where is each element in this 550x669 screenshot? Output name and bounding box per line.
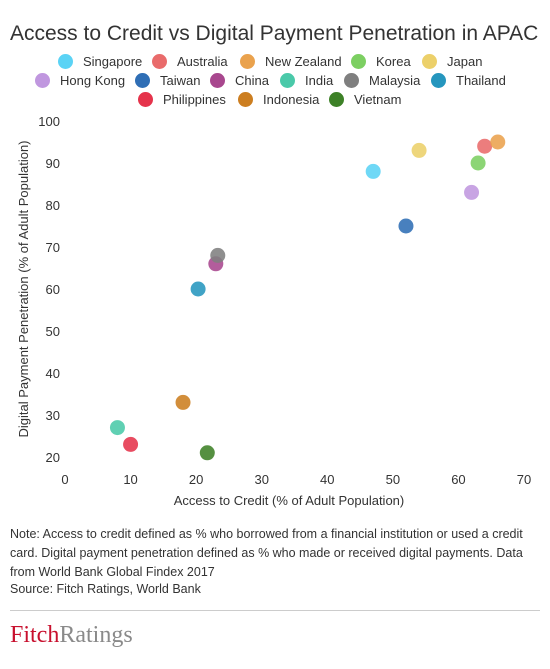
x-tick-label: 70 [517, 472, 531, 487]
data-point-vietnam[interactable] [199, 445, 215, 461]
chart-note: Note: Access to credit defined as % who … [10, 527, 523, 579]
data-point-new-zealand[interactable] [490, 134, 506, 150]
legend-item-korea[interactable]: Korea [351, 54, 411, 69]
y-tick-label: 70 [46, 240, 60, 255]
legend-label: Korea [376, 54, 411, 69]
chart-title: Access to Credit vs Digital Payment Pene… [10, 22, 539, 45]
data-point-australia[interactable] [477, 138, 493, 154]
x-tick-label: 40 [320, 472, 334, 487]
x-tick-label: 50 [386, 472, 400, 487]
legend-label: Thailand [456, 73, 506, 88]
x-tick-label: 0 [61, 472, 68, 487]
x-tick-label: 10 [123, 472, 137, 487]
x-axis-ticks: 0 10 20 30 40 50 60 70 [61, 472, 531, 487]
data-point-malaysia[interactable] [210, 247, 226, 263]
divider [10, 610, 540, 611]
data-point-philippines[interactable] [123, 436, 139, 452]
legend-item-vietnam[interactable]: Vietnam [329, 92, 401, 107]
legend-label: Hong Kong [60, 73, 126, 88]
legend-item-china[interactable]: China [210, 73, 269, 88]
legend-marker [431, 73, 446, 88]
x-tick-label: 20 [189, 472, 203, 487]
legend-item-philippines[interactable]: Philippines [138, 92, 226, 107]
legend-marker [329, 92, 344, 107]
legend: Singapore Australia New Zealand Korea Ja… [35, 54, 528, 111]
data-point-thailand[interactable] [190, 281, 206, 297]
y-axis-ticks: 20 30 40 50 60 70 80 90 100 [38, 114, 60, 465]
logo-rest: Ratings [59, 622, 133, 648]
y-tick-label: 30 [46, 408, 60, 423]
y-tick-label: 20 [46, 450, 60, 465]
legend-marker [210, 73, 225, 88]
legend-item-india[interactable]: India [280, 73, 333, 88]
legend-label: Malaysia [369, 73, 421, 88]
legend-marker [280, 73, 295, 88]
legend-label: New Zealand [265, 54, 342, 69]
legend-label: China [235, 73, 269, 88]
logo-first: Fitch [10, 622, 60, 648]
data-points [109, 134, 506, 461]
legend-marker [138, 92, 153, 107]
legend-marker [35, 73, 50, 88]
data-point-hong-kong[interactable] [464, 184, 480, 200]
x-tick-label: 60 [451, 472, 465, 487]
legend-item-new-zealand[interactable]: New Zealand [240, 54, 342, 69]
legend-label: Singapore [83, 54, 143, 69]
legend-label: India [305, 73, 334, 88]
legend-label: Australia [177, 54, 228, 69]
legend-marker [351, 54, 366, 69]
x-axis-label: Access to Credit (% of Adult Population) [174, 493, 405, 508]
y-tick-label: 100 [38, 114, 60, 129]
legend-label: Japan [447, 54, 483, 69]
data-point-korea[interactable] [470, 155, 486, 171]
legend-marker [238, 92, 253, 107]
legend-row: Singapore Australia New Zealand Korea Ja… [58, 54, 528, 73]
y-tick-label: 90 [46, 156, 60, 171]
data-point-india[interactable] [109, 420, 125, 436]
legend-item-malaysia[interactable]: Malaysia [344, 73, 420, 88]
legend-marker [135, 73, 150, 88]
y-tick-label: 60 [46, 282, 60, 297]
legend-item-singapore[interactable]: Singapore [58, 54, 142, 69]
legend-item-japan[interactable]: Japan [422, 54, 482, 69]
data-point-japan[interactable] [411, 142, 427, 158]
scatter-plot: 20 30 40 50 60 70 80 90 100 0 10 20 30 40 50 60 70 Acce… [16, 114, 531, 508]
legend-label: Taiwan [160, 73, 201, 88]
legend-label: Philippines [163, 92, 226, 107]
legend-marker [240, 54, 255, 69]
chart-source: Source: Fitch Ratings, World Bank [10, 582, 201, 596]
legend-item-australia[interactable]: Australia [152, 54, 228, 69]
legend-item-indonesia[interactable]: Indonesia [238, 92, 319, 107]
legend-marker [344, 73, 359, 88]
legend-row: Hong Kong Taiwan China India Malaysia Th… [35, 73, 528, 92]
legend-label: Vietnam [354, 92, 402, 107]
y-tick-label: 80 [46, 198, 60, 213]
y-axis-label: Digital Payment Penetration (% of Adult … [16, 140, 31, 437]
y-tick-label: 50 [46, 324, 60, 339]
y-tick-label: 40 [46, 366, 60, 381]
legend-label: Indonesia [263, 92, 320, 107]
legend-marker [422, 54, 437, 69]
legend-row: Philippines Indonesia Vietnam [58, 92, 528, 111]
fitch-ratings-logo: FitchRatings [10, 622, 133, 649]
data-point-singapore[interactable] [365, 163, 381, 179]
legend-item-taiwan[interactable]: Taiwan [135, 73, 200, 88]
legend-item-hong-kong[interactable]: Hong Kong [35, 73, 125, 88]
legend-marker [58, 54, 73, 69]
data-point-taiwan[interactable] [398, 218, 414, 234]
legend-item-thailand[interactable]: Thailand [431, 73, 506, 88]
legend-marker [152, 54, 167, 69]
x-tick-label: 30 [254, 472, 268, 487]
data-point-indonesia[interactable] [175, 394, 191, 410]
